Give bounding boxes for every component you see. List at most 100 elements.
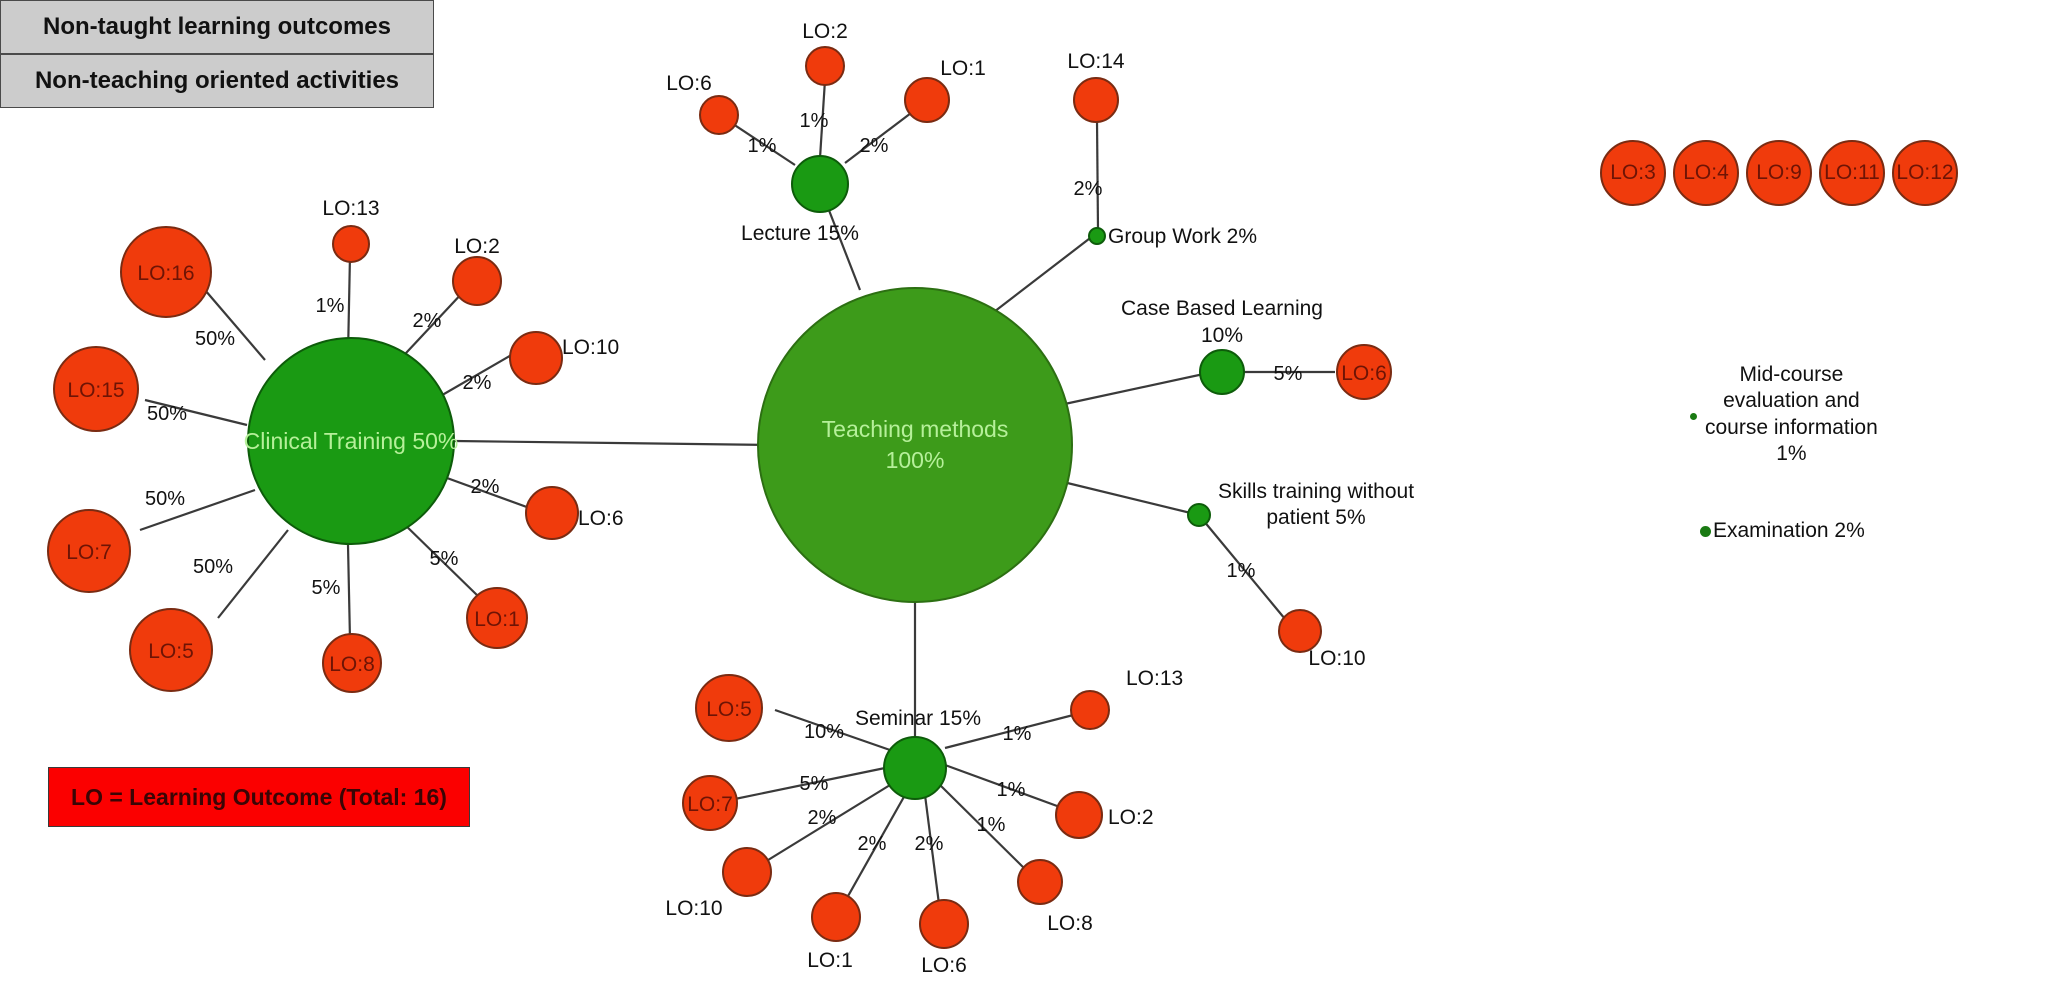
edge-weight: 2% (860, 135, 889, 157)
lo-circle[interactable] (919, 899, 969, 949)
edge-skills-lo10 (1202, 519, 1291, 626)
lo-circle[interactable] (699, 95, 739, 135)
node-teaching-methods[interactable]: Teaching methods 100% (757, 287, 1073, 603)
lo-circle[interactable] (466, 587, 528, 649)
lo-node-sem-2[interactable]: LO:2 1% (997, 779, 1154, 839)
lo-node-sem-13[interactable]: LO:13 1% (1003, 667, 1184, 745)
lo-node-ct-6[interactable]: LO:6 2% (471, 476, 624, 540)
hub-circle[interactable] (757, 287, 1073, 603)
edge-weight: 2% (858, 833, 887, 855)
lo-circle[interactable] (53, 346, 139, 432)
lo-circle[interactable] (452, 256, 502, 306)
lo-node-cbl-6[interactable]: LO:6 5% (1274, 344, 1392, 400)
edge-weight: 50% (193, 556, 233, 578)
activity-mid-course-evaluation[interactable]: Mid-course evaluation and course informa… (1690, 362, 1990, 467)
node-case-based-learning[interactable]: Case Based Learning 10% (1121, 297, 1323, 395)
lo-node-ct-16[interactable]: LO:16 50% (120, 226, 235, 350)
edge-ct-lo5 (217, 529, 289, 619)
lo-circle[interactable] (332, 225, 370, 263)
lo-label: LO:6 (921, 954, 967, 977)
edge-weight: 1% (1003, 723, 1032, 745)
clinical-training-circle[interactable] (247, 337, 455, 545)
lo-circle[interactable] (129, 608, 213, 692)
non-taught-lo-11[interactable]: LO:11 (1819, 140, 1885, 206)
lo-label: LO:2 (1108, 806, 1154, 829)
lo-circle[interactable] (509, 331, 563, 385)
edge-weight: 2% (463, 372, 492, 394)
lo-circle[interactable] (722, 847, 772, 897)
activity-line4: 1% (1776, 441, 1807, 465)
edge-ct-lo7 (139, 488, 256, 532)
lo-node-lec-1[interactable]: LO:1 2% (860, 57, 986, 157)
lo-label: LO:6 (578, 507, 624, 530)
node-skills-training[interactable]: Skills training without patient 5% (1187, 480, 1414, 529)
edge-weight: 1% (800, 110, 829, 132)
lo-node-sem-5[interactable]: LO:5 10% (695, 674, 844, 743)
groupwork-edges (1095, 119, 1100, 231)
lo-node-ct-15[interactable]: LO:15 50% (53, 346, 187, 432)
skills-training-circle[interactable] (1187, 503, 1211, 527)
edge-weight: 2% (915, 833, 944, 855)
case-based-learning-circle[interactable] (1199, 349, 1245, 395)
lecture-circle[interactable] (791, 155, 849, 213)
edge-sem-lo5 (774, 708, 891, 752)
edge-ct-lo16 (204, 289, 266, 361)
lo-node-lec-2[interactable]: LO:2 1% (800, 20, 848, 132)
lo-node-ct-10[interactable]: LO:10 2% (463, 331, 620, 394)
node-seminar[interactable]: Seminar 15% (855, 707, 981, 800)
lo-node-sem-1[interactable]: LO:1 2% (807, 833, 886, 972)
lo-node-sem-6[interactable]: LO:6 2% (915, 833, 969, 977)
node-lecture[interactable]: Lecture 15% (741, 155, 859, 245)
seminar-circle[interactable] (883, 736, 947, 800)
lo-circle[interactable] (1017, 859, 1063, 905)
lo-node-ct-1[interactable]: LO:1 5% (430, 548, 528, 649)
lo-circle[interactable] (695, 674, 763, 742)
lo-node-sem-10[interactable]: LO:10 2% (665, 807, 836, 920)
lo-node-sem-8[interactable]: LO:8 1% (977, 814, 1093, 935)
lo-circle[interactable] (1073, 77, 1119, 123)
lo-circle[interactable] (1336, 344, 1392, 400)
lo-label: LO:12 (1896, 161, 1954, 184)
activity-examination[interactable]: Examination 2% (1700, 518, 2000, 544)
lo-circle[interactable] (811, 892, 861, 942)
lo-circle[interactable] (47, 509, 131, 593)
edge-weight: 1% (1227, 560, 1256, 582)
group-work-circle[interactable] (1088, 227, 1106, 245)
skills-training-label-line1: Skills training without (1218, 480, 1414, 503)
non-taught-lo-9[interactable]: LO:9 (1746, 140, 1812, 206)
lo-label: LO:11 (1824, 161, 1880, 184)
lo-node-ct-7[interactable]: LO:7 50% (47, 488, 185, 593)
edge-hub-cbl (1059, 370, 1214, 407)
lo-node-ct-2[interactable]: LO:2 2% (413, 235, 502, 332)
lo-circle[interactable] (682, 775, 738, 831)
lo-node-skills-10[interactable]: LO:10 1% (1227, 560, 1366, 670)
node-group-work[interactable]: Group Work 2% (1088, 225, 1257, 248)
lo-circle[interactable] (1055, 791, 1103, 839)
lo-circle[interactable] (525, 486, 579, 540)
lo-circle[interactable] (904, 77, 950, 123)
lo-node-sem-7[interactable]: LO:7 5% (682, 773, 829, 831)
lo-circle[interactable] (1070, 690, 1110, 730)
non-taught-lo-12[interactable]: LO:12 (1892, 140, 1958, 206)
lo-node-lec-6[interactable]: LO:6 1% (666, 72, 776, 157)
node-clinical-training[interactable]: Clinical Training 50% (244, 337, 459, 545)
skills-training-label-line2: patient 5% (1266, 506, 1365, 529)
lo-node-gw-14[interactable]: LO:14 2% (1067, 50, 1125, 200)
non-taught-lo-4[interactable]: LO:4 (1673, 140, 1739, 206)
lo-node-ct-8[interactable]: LO:8 5% (312, 577, 382, 693)
non-taught-lo-3[interactable]: LO:3 (1600, 140, 1666, 206)
hub-label-line1: Teaching methods (822, 416, 1009, 442)
edge-weight: 1% (977, 814, 1006, 836)
edge-weight: 2% (471, 476, 500, 498)
lo-circle[interactable] (1278, 609, 1322, 653)
hub-edges (454, 199, 1214, 740)
edge-weight: 50% (147, 403, 187, 425)
lo-circle[interactable] (120, 226, 212, 318)
group-work-label: Group Work 2% (1108, 225, 1257, 248)
lo-label: LO:16 (137, 262, 194, 285)
lo-circle[interactable] (805, 46, 845, 86)
lo-node-ct-13[interactable]: LO:13 1% (316, 197, 380, 317)
lo-node-ct-5[interactable]: LO:5 50% (129, 556, 233, 692)
lo-circle[interactable] (322, 633, 382, 693)
